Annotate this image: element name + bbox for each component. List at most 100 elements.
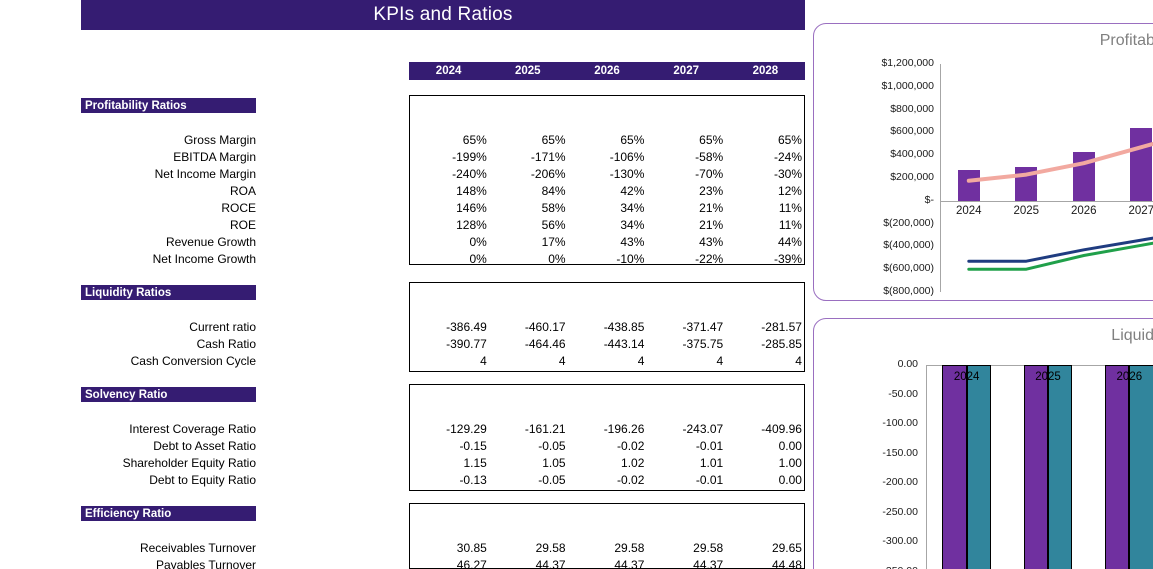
table-cell: -171%: [530, 150, 566, 164]
x-axis-tick-label: 2025: [1013, 204, 1040, 217]
data-box-2: -129.29 -161.21 -196.26 -243.07 -409.96 -0.15…: [409, 384, 805, 491]
table-row: 146% 58% 34% 21% 11%: [410, 200, 804, 217]
table-row: 65% 65% 65% 65% 65%: [410, 132, 804, 149]
table-cell: -106%: [609, 150, 645, 164]
chart-line-series: [967, 236, 1153, 263]
chart-line-series: [966, 141, 1153, 183]
section-header-0: Profitability Ratios: [81, 98, 256, 113]
y-axis-tick-label: -350.00: [882, 565, 918, 569]
year-header-cell: 2028: [752, 65, 779, 77]
table-cell: -129.29: [446, 422, 487, 436]
year-header-row: 2024 2025 2026 2027 2028: [409, 62, 805, 80]
table-cell: 1.02: [621, 456, 645, 470]
row-label: ROE: [229, 218, 256, 232]
year-header-cell: 2027: [673, 65, 699, 77]
table-cell: -30%: [773, 167, 802, 181]
table-cell: 21%: [699, 201, 724, 215]
profitability-chart-plot: $1,200,000 $1,000,000 $800,000 $600,000 $400…: [814, 24, 1153, 300]
table-cell: 30.85: [456, 541, 487, 555]
table-cell: -390.77: [446, 337, 487, 351]
table-cell: -386.49: [446, 320, 487, 334]
table-cell: 148%: [456, 184, 487, 198]
label-column-3: Receivables Turnover Payables Turnover: [81, 540, 256, 569]
table-cell: -0.02: [617, 439, 645, 453]
x-axis-tick-label: 2024: [955, 204, 982, 217]
table-cell: -58%: [695, 150, 724, 164]
liquidity-chart-panel[interactable]: Liquidity 0.00 -50.00 -100.00 -150.00 -200.0…: [813, 318, 1153, 569]
chart-bar: [1015, 166, 1038, 201]
chart-bar: [1129, 365, 1153, 569]
table-cell: 1.01: [699, 456, 724, 470]
row-label: Shareholder Equity Ratio: [122, 456, 256, 470]
x-axis-tick-label: 2027: [1128, 204, 1153, 217]
row-label: Net Income Margin: [154, 167, 256, 181]
data-box-0: 65% 65% 65% 65% 65% -199% -171% -106% -58% -24% -2…: [409, 95, 805, 266]
row-label: Gross Margin: [183, 133, 256, 147]
table-cell: 4: [716, 354, 724, 368]
table-cell: 65%: [620, 133, 645, 147]
table-row: 0% 17% 43% 43% 44%: [410, 234, 804, 251]
table-cell: -443.14: [603, 337, 645, 351]
row-label: Receivables Turnover: [139, 541, 256, 555]
table-cell: 0%: [469, 235, 487, 249]
table-cell: 29.58: [693, 541, 724, 555]
y-axis-tick-label: $200,000: [890, 171, 934, 183]
table-cell: -70%: [695, 167, 724, 181]
table-cell: 65%: [541, 133, 566, 147]
box-spacer: [410, 96, 804, 132]
table-cell: -0.01: [695, 439, 724, 453]
row-label: Debt to Equity Ratio: [149, 473, 256, 487]
table-cell: 44.37: [614, 558, 645, 569]
table-cell: 58%: [541, 201, 566, 215]
table-row: 46.27 44.37 44.37 44.37 44.48: [410, 557, 804, 569]
chart-bar: [966, 365, 992, 569]
table-row: -0.15 -0.05 -0.02 -0.01 0.00: [410, 438, 804, 455]
table-cell: -161.21: [524, 422, 566, 436]
row-label: Revenue Growth: [165, 235, 256, 249]
liquidity-chart-plot: 0.00 -50.00 -100.00 -150.00 -200.00 -250.00 -3…: [814, 319, 1153, 569]
table-cell: 43%: [699, 235, 724, 249]
table-cell: 29.65: [771, 541, 802, 555]
table-cell: -375.75: [682, 337, 724, 351]
profitability-chart-title: Profitabilit: [1099, 32, 1153, 49]
row-label: Cash Ratio: [196, 337, 256, 351]
table-cell: 0%: [469, 252, 487, 266]
y-axis-tick-label: -250.00: [882, 505, 918, 518]
chart-bar: [942, 365, 967, 569]
row-label: Interest Coverage Ratio: [129, 422, 256, 436]
table-cell: -460.17: [524, 320, 566, 334]
y-axis-tick-label: -300.00: [882, 535, 918, 547]
table-cell: 34%: [620, 201, 645, 215]
table-cell: -438.85: [603, 320, 645, 334]
table-cell: 4: [637, 354, 645, 368]
chart-bar: [957, 170, 980, 201]
row-label: Debt to Asset Ratio: [153, 439, 256, 453]
y-axis-tick-label: $600,000: [890, 125, 934, 138]
table-cell: 11%: [778, 218, 802, 232]
table-cell: 0.00: [778, 439, 802, 453]
section-header-3: Efficiency Ratio: [81, 506, 256, 521]
table-cell: 4: [795, 354, 802, 368]
y-axis-tick-label: -50.00: [888, 387, 918, 400]
table-cell: 29.58: [614, 541, 645, 555]
table-cell: 44.37: [693, 558, 724, 569]
chart-bar: [1104, 365, 1130, 569]
row-label: EBITDA Margin: [173, 150, 256, 164]
year-header-cell: 2024: [435, 65, 462, 77]
table-row: -240% -206% -130% -70% -30%: [410, 166, 804, 183]
table-cell: 44.37: [535, 558, 566, 569]
section-header-1: Liquidity Ratios: [81, 285, 256, 300]
table-cell: -0.02: [617, 473, 645, 487]
profitability-chart-panel[interactable]: Profitabilit $1,200,000 $1,000,000 $800,00…: [813, 23, 1153, 301]
y-axis-tick-label: -150.00: [882, 446, 918, 459]
table-cell: 56%: [541, 218, 566, 232]
table-cell: -285.85: [761, 337, 802, 351]
box-spacer: [410, 504, 804, 540]
table-cell: 65%: [462, 133, 487, 147]
row-label: ROA: [229, 184, 256, 198]
y-axis-tick-label: $1,000,000: [881, 79, 934, 92]
table-cell: 44.48: [771, 558, 802, 569]
row-label: Cash Conversion Cycle: [130, 354, 256, 368]
table-cell: -22%: [695, 252, 724, 266]
table-cell: -0.13: [459, 473, 487, 487]
